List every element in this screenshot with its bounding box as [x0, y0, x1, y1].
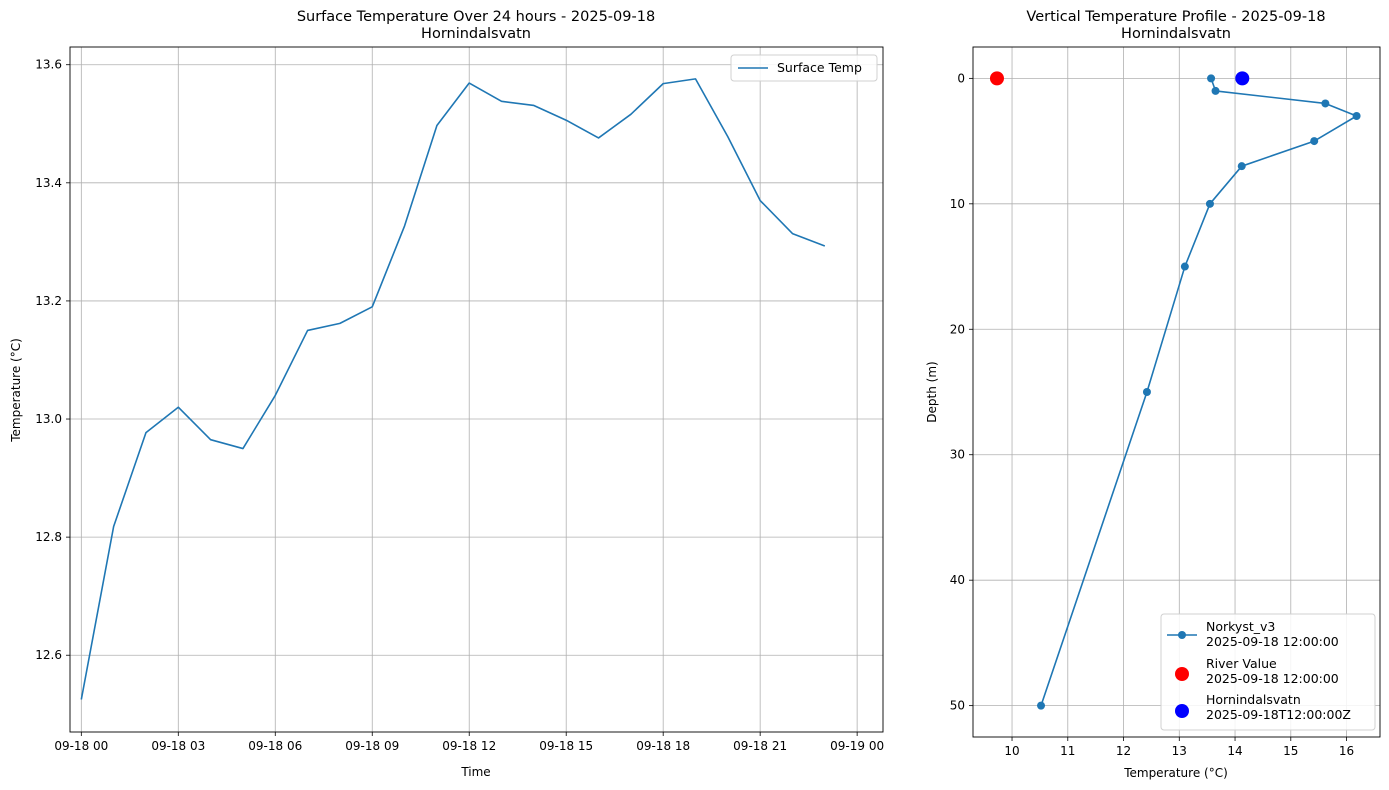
chart1-ticks: 09-18 00 09-18 03 09-18 06 09-18 09 09-18 12…: [35, 58, 884, 753]
chart1-y-tick-label: 12.8: [35, 530, 62, 544]
norkyst-profile-line: [1040, 78, 1358, 706]
chart1-x-tick-label: 09-18 12: [442, 739, 496, 753]
chart1-x-tick-label: 09-18 00: [54, 739, 108, 753]
norkyst-profile-point: [1037, 701, 1046, 710]
chart1-x-tick-label: 09-18 06: [248, 739, 302, 753]
chart2-legend: Norkyst_v3 2025-09-18 12:00:00 River Val…: [1160, 613, 1376, 731]
chart2-y-tick-label: 40: [950, 573, 965, 587]
chart1-x-tick-label: 09-19 00: [830, 739, 884, 753]
chart1-grid: [70, 47, 883, 732]
chart2-y-tick-label: 0: [957, 71, 965, 85]
chart2-x-tick-label: 13: [1172, 744, 1187, 758]
chart1-title: Surface Temperature Over 24 hours - 2025…: [297, 9, 655, 25]
chart2-y-tick-label: 50: [950, 699, 965, 713]
chart1-y-tick-label: 13.4: [35, 176, 62, 190]
chart1-x-tick-label: 09-18 18: [636, 739, 690, 753]
chart2-legend-box: [1160, 613, 1376, 731]
legend-hornindalsvatn-label-line2: 2025-09-18T12:00:00Z: [1206, 707, 1351, 722]
chart2-x-tick-label: 12: [1116, 744, 1131, 758]
norkyst-profile-point: [1321, 99, 1330, 108]
chart2-x-tick-label: 10: [1004, 744, 1019, 758]
legend-river-marker: [1175, 667, 1189, 681]
chart1-x-tick-label: 09-18 03: [151, 739, 205, 753]
chart2-ticks: 10 11 12 13 14 15 16 0 10 20 30 40 50: [950, 71, 1354, 758]
chart1-xlabel: Time: [460, 765, 490, 779]
chart1-x-tick-label: 09-18 21: [733, 739, 787, 753]
legend-hornindalsvatn-label: Hornindalsvatn: [1206, 692, 1301, 707]
chart2-x-tick-label: 16: [1339, 744, 1354, 758]
norkyst-profile-point: [1310, 137, 1319, 146]
chart2-plot-frame: [972, 46, 1381, 738]
surface-temperature-chart: Surface Temperature Over 24 hours - 2025…: [9, 9, 884, 779]
norkyst-profile-point: [1207, 74, 1216, 83]
river-value-point: [989, 71, 1004, 86]
legend-norkyst-label-line2: 2025-09-18 12:00:00: [1206, 634, 1339, 649]
chart2-series: [989, 71, 1361, 710]
chart1-plot-frame: [69, 46, 884, 733]
legend-hornindalsvatn-marker: [1175, 704, 1189, 718]
chart1-subtitle: Hornindalsvatn: [421, 26, 531, 42]
legend-river-label: River Value: [1206, 656, 1277, 671]
chart1-y-tick-label: 12.6: [35, 648, 62, 662]
norkyst-profile-point: [1352, 112, 1361, 120]
chart1-y-tick-label: 13.2: [35, 294, 62, 308]
chart2-xlabel: Temperature (°C): [1123, 766, 1228, 780]
chart1-legend-box: [730, 54, 878, 82]
chart1-y-tick-label: 13.6: [35, 58, 62, 72]
chart2-x-tick-label: 11: [1060, 744, 1075, 758]
chart1-x-tick-label: 09-18 15: [539, 739, 593, 753]
chart2-y-tick-label: 20: [950, 322, 965, 336]
surface-temp-line: [80, 78, 826, 700]
chart2-subtitle: Hornindalsvatn: [1121, 26, 1231, 42]
legend-river-label-line2: 2025-09-18 12:00:00: [1206, 671, 1339, 686]
chart1-x-tick-label: 09-18 09: [345, 739, 399, 753]
norkyst-profile-point: [1237, 162, 1246, 171]
norkyst-profile-point: [1180, 262, 1189, 271]
chart2-y-tick-label: 10: [950, 197, 965, 211]
chart2-x-tick-label: 15: [1283, 744, 1298, 758]
legend-norkyst-marker: [1178, 631, 1186, 639]
chart1-series: [80, 78, 826, 700]
vertical-profile-chart: Vertical Temperature Profile - 2025-09-1…: [925, 9, 1381, 780]
chart2-x-tick-label: 14: [1227, 744, 1242, 758]
chart2-y-tick-label: 30: [950, 448, 965, 462]
chart2-ylabel: Depth (m): [925, 361, 939, 422]
chart1-y-tick-label: 13.0: [35, 412, 62, 426]
hornindalsvatn-point: [1235, 71, 1250, 86]
norkyst-profile-point: [1142, 388, 1151, 396]
legend-norkyst-label: Norkyst_v3: [1206, 619, 1275, 634]
chart1-ylabel: Temperature (°C): [9, 338, 23, 443]
norkyst-profile-point: [1205, 199, 1214, 208]
chart2-title: Vertical Temperature Profile - 2025-09-1…: [1026, 9, 1325, 25]
chart1-legend-label: Surface Temp: [777, 60, 862, 75]
chart1-legend: Surface Temp: [730, 54, 878, 82]
norkyst-profile-point: [1211, 86, 1220, 95]
